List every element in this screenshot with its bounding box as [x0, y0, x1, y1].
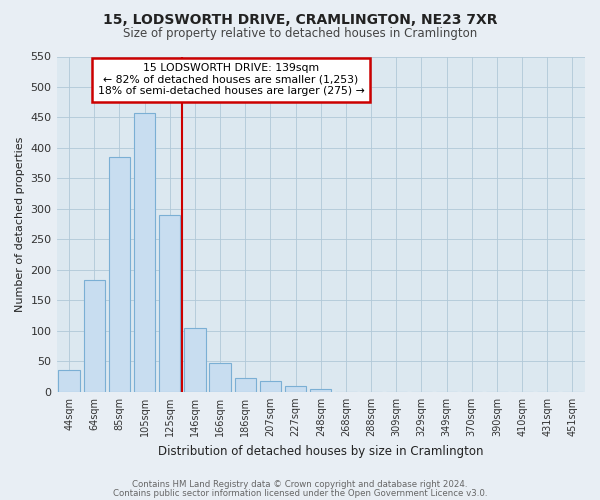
Bar — [209, 362, 231, 392]
Bar — [184, 328, 206, 392]
Bar — [134, 113, 155, 392]
Text: 15, LODSWORTH DRIVE, CRAMLINGTON, NE23 7XR: 15, LODSWORTH DRIVE, CRAMLINGTON, NE23 7… — [103, 12, 497, 26]
Text: Size of property relative to detached houses in Cramlington: Size of property relative to detached ho… — [123, 28, 477, 40]
Y-axis label: Number of detached properties: Number of detached properties — [15, 136, 25, 312]
Bar — [83, 280, 105, 392]
Bar — [310, 389, 331, 392]
Bar — [58, 370, 80, 392]
Bar — [235, 378, 256, 392]
X-axis label: Distribution of detached houses by size in Cramlington: Distribution of detached houses by size … — [158, 444, 484, 458]
Bar — [285, 386, 307, 392]
Bar — [109, 157, 130, 392]
Text: Contains HM Land Registry data © Crown copyright and database right 2024.: Contains HM Land Registry data © Crown c… — [132, 480, 468, 489]
Text: Contains public sector information licensed under the Open Government Licence v3: Contains public sector information licen… — [113, 488, 487, 498]
Bar — [260, 381, 281, 392]
Bar — [159, 215, 181, 392]
Text: 15 LODSWORTH DRIVE: 139sqm
← 82% of detached houses are smaller (1,253)
18% of s: 15 LODSWORTH DRIVE: 139sqm ← 82% of deta… — [98, 63, 364, 96]
